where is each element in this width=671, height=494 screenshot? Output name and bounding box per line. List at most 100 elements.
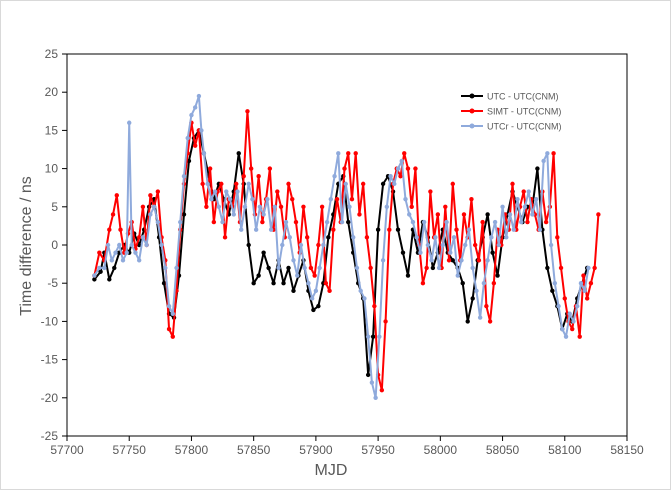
data-point: [290, 196, 295, 202]
data-point: [298, 242, 304, 248]
data-point: [127, 120, 132, 125]
data-point: [192, 105, 198, 110]
data-point: [530, 212, 535, 217]
data-point: [545, 151, 550, 156]
data-point: [200, 181, 205, 187]
data-point: [351, 235, 356, 240]
data-point: [163, 265, 168, 271]
data-point: [227, 196, 233, 202]
data-point: [324, 219, 330, 225]
data-point: [470, 296, 475, 301]
y-tick-label: 10: [45, 162, 59, 176]
data-point: [365, 372, 371, 378]
data-point: [107, 227, 112, 232]
data-point: [395, 166, 401, 171]
data-point: [110, 212, 116, 217]
data-point: [455, 273, 460, 278]
y-tick-label: -15: [41, 353, 59, 367]
data-point: [581, 273, 586, 278]
data-point: [245, 109, 250, 114]
data-point: [312, 273, 317, 278]
data-point: [588, 281, 594, 286]
data-point: [286, 265, 291, 271]
data-point: [489, 235, 494, 240]
data-point: [360, 181, 366, 187]
data-point: [275, 189, 280, 194]
data-point: [477, 315, 483, 320]
data-point: [413, 166, 418, 171]
data-point: [395, 227, 401, 232]
data-point: [291, 258, 296, 263]
data-point: [331, 227, 336, 232]
x-tick-label: 57800: [175, 443, 209, 457]
data-point: [308, 265, 314, 271]
data-point: [357, 212, 362, 217]
data-point: [480, 219, 485, 225]
data-point: [196, 93, 202, 99]
data-point: [174, 265, 179, 271]
data-point: [596, 212, 601, 217]
data-point: [537, 227, 543, 232]
data-point: [124, 250, 129, 255]
data-point: [450, 258, 455, 263]
data-point: [287, 235, 292, 240]
x-tick-label: 57750: [113, 443, 147, 457]
data-point: [220, 219, 225, 225]
data-point: [362, 296, 367, 301]
data-point: [563, 334, 569, 339]
data-point: [368, 265, 373, 271]
data-point: [545, 265, 550, 271]
data-point: [336, 151, 341, 156]
data-point: [236, 151, 241, 156]
data-point: [286, 181, 291, 187]
data-point: [302, 265, 307, 271]
data-point: [309, 296, 315, 301]
data-point: [112, 265, 117, 271]
data-point: [241, 174, 246, 179]
data-point: [328, 196, 334, 202]
data-point: [327, 288, 332, 294]
data-point: [97, 250, 102, 255]
data-point: [107, 277, 112, 282]
data-point: [459, 258, 464, 263]
data-point: [550, 288, 555, 294]
data-point: [117, 242, 122, 248]
data-point: [109, 258, 115, 263]
data-point: [444, 219, 449, 225]
data-point: [525, 219, 530, 225]
data-point: [541, 158, 546, 164]
data-point: [278, 204, 284, 209]
data-point: [231, 212, 236, 217]
data-point: [192, 143, 198, 148]
data-point: [313, 288, 319, 294]
data-point: [571, 319, 576, 324]
data-point: [342, 166, 347, 171]
data-point: [375, 227, 381, 232]
data-point: [383, 319, 388, 324]
data-point: [451, 235, 457, 240]
x-tick-label: 57950: [361, 443, 395, 457]
data-point: [211, 219, 217, 225]
data-point: [424, 265, 429, 271]
data-point: [358, 288, 363, 294]
series-line: [93, 95, 590, 399]
data-point: [560, 326, 565, 332]
data-point: [491, 281, 497, 286]
data-point: [448, 250, 453, 255]
legend-swatch-marker: [469, 123, 475, 129]
data-point: [504, 235, 509, 240]
data-point: [271, 281, 276, 286]
axes: -25 -20 -15 -10 -5 0 5 10 15 20 25 57700 57750 57800 5…: [41, 47, 644, 457]
data-point: [181, 174, 187, 179]
data-point: [317, 265, 322, 271]
data-point: [446, 258, 452, 263]
x-tick-label: 58100: [548, 443, 582, 457]
data-point: [155, 189, 161, 194]
data-point: [379, 387, 385, 393]
data-point: [92, 277, 97, 282]
data-point: [266, 265, 271, 271]
data-point: [364, 235, 370, 240]
data-point: [418, 250, 423, 255]
data-point: [454, 227, 459, 232]
